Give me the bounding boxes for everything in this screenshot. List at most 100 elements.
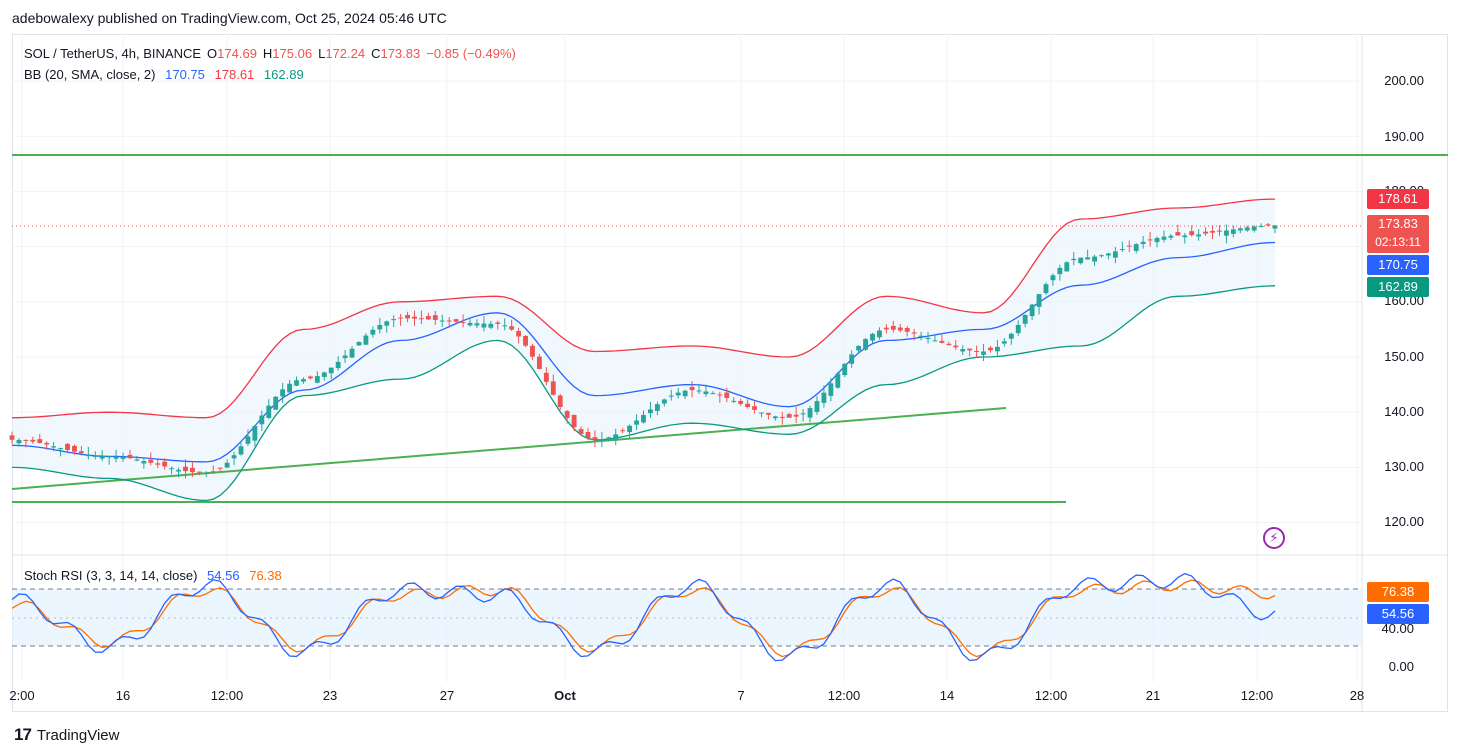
candle-body [106,456,112,458]
candle-body [425,316,431,320]
candle-body [148,459,154,463]
candle-body [363,335,369,345]
candle-body [488,323,494,328]
candle-body [1008,333,1014,339]
candle-body [953,345,959,348]
candle-body [419,318,424,320]
candle-body [342,355,348,359]
candle-body [252,426,258,441]
last-price-tag: 173.83 02:13:11 [1367,215,1429,253]
time-label: 23 [322,688,338,703]
candle-body [1119,249,1125,251]
candle-body [99,456,105,459]
bb-upper-line [12,198,1276,419]
candle-body [759,412,764,414]
candle-body [696,390,702,392]
candle-body [113,456,119,459]
candle-body [1133,244,1139,251]
candle-body [668,395,674,397]
candle-body [870,333,875,341]
time-label: 16 [115,688,131,703]
last-price-value: 173.83 [1378,216,1418,231]
candle-body [828,383,834,396]
candle-body [1106,253,1111,256]
candle-body [1140,241,1146,245]
candle-body [1001,341,1007,344]
candle-body [592,437,598,440]
price-label-150: 150.00 [1384,349,1424,364]
candle-body [155,463,161,465]
tradingview-brand[interactable]: 17 TradingView [14,725,119,745]
time-label: Oct [554,688,576,703]
symbol-label: SOL / TetherUS, 4h, BINANCE [24,46,202,61]
candle-body [481,323,487,328]
candle-body [648,409,653,414]
candle-body [571,414,577,428]
candle-body [162,461,168,467]
rsi-k-value: 54.56 [207,568,240,583]
candle-body [1015,324,1021,334]
candle-body [960,349,966,352]
bb-basis-value: 170.75 [165,67,205,82]
candle-body [72,445,77,452]
candle-body [1265,224,1271,226]
candle-body [1050,275,1056,281]
candle-body [557,395,563,407]
candle-body [78,451,84,454]
candle-body [51,446,57,448]
close-value: 173.83 [380,46,421,61]
candle-body [432,315,438,320]
candle-body [641,414,646,423]
candle-body [606,437,612,440]
candle-body [661,399,667,404]
candle-body [1022,315,1028,324]
candle-body [988,347,993,351]
candle-body [1244,227,1250,231]
candle-body [654,404,660,411]
candle-body [37,439,43,443]
open-key: O [207,46,218,61]
candle-body [85,454,91,457]
candle-body [1161,236,1167,240]
candle-body [911,332,917,334]
bb-lower-line [11,285,1276,502]
bb-legend[interactable]: BB (20, SMA, close, 2) 170.75 178.61 162… [24,67,310,82]
candle-body [1043,284,1049,294]
low-key: L [318,46,326,61]
rsi-d-value: 76.38 [249,568,282,583]
candle-body [120,457,126,459]
low-value: 172.24 [325,46,366,61]
price-label-200: 200.00 [1384,73,1424,88]
candle-body [328,367,334,374]
candle-body [210,471,216,473]
time-label: 2:00 [9,688,35,703]
time-label: 12:00 [1034,688,1068,703]
price-legend[interactable]: SOL / TetherUS, 4h, BINANCE O174.69 H175.0… [24,46,522,61]
candle-body [890,325,896,330]
candle-body [349,348,355,358]
bar-countdown: 02:13:11 [1375,235,1421,249]
candle-body [578,429,584,435]
bb-upper-value: 178.61 [214,67,255,82]
candle-body [196,471,202,473]
candle-body [44,442,50,445]
stoch-rsi-k-line [11,572,1276,662]
candle-body [370,329,376,335]
candle-body [1182,235,1188,238]
brand-name: TradingView [36,726,120,744]
candle-body [412,316,417,319]
rsi-legend[interactable]: Stoch RSI (3, 3, 14, 14, close) 54.56 76… [24,568,288,583]
lightning-icon[interactable]: ⚡ [1263,527,1285,549]
candle-body [1147,239,1153,241]
candle-body [1154,237,1160,243]
chart-frame[interactable] [12,34,1448,712]
candle-body [1099,255,1104,257]
candle-body [634,420,639,425]
candle-body [932,340,938,342]
candle-body [16,440,22,444]
time-label: 12:00 [827,688,861,703]
candle-body [356,341,362,346]
candle-body [1126,245,1132,247]
candle-body [946,343,952,346]
